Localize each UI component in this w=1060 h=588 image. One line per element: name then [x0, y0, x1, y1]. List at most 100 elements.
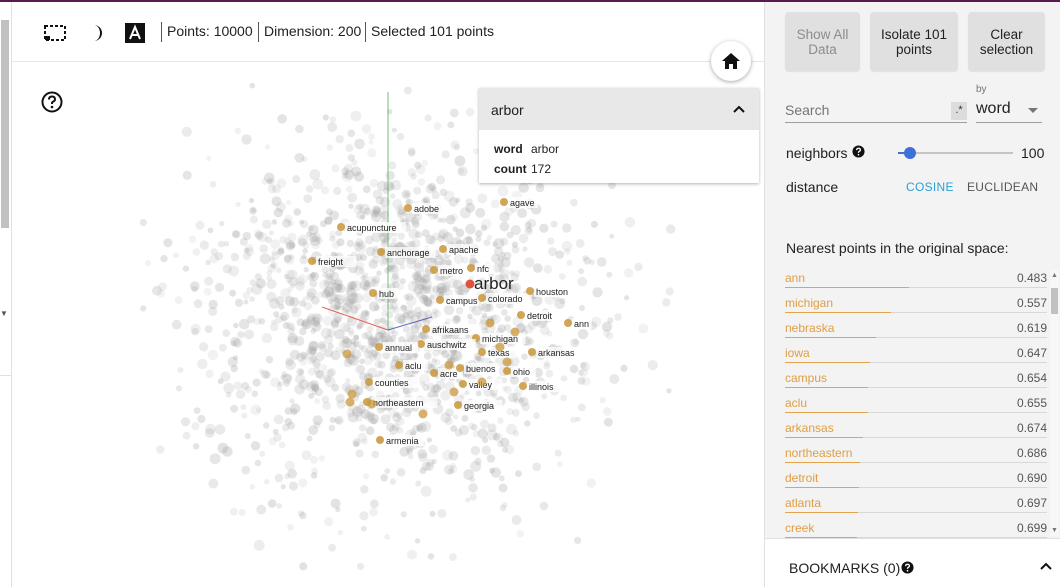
bookmarks-help-icon[interactable]	[901, 561, 914, 574]
neighbor-point[interactable]	[528, 348, 536, 356]
neighbor-point[interactable]	[342, 349, 352, 359]
nearest-point-row[interactable]: nebraska 0.619	[785, 317, 1047, 342]
isolate-points-button[interactable]: Isolate 101 points	[870, 12, 958, 71]
search-input[interactable]	[785, 102, 935, 118]
neighbor-point[interactable]	[365, 378, 373, 386]
selection-box-icon[interactable]	[43, 22, 67, 44]
point-label-background	[385, 247, 436, 258]
neighbor-point[interactable]	[347, 389, 357, 399]
scroll-down-arrow-icon[interactable]: ▼	[1051, 527, 1058, 534]
point-label-background	[486, 347, 516, 358]
neighbor-point[interactable]	[495, 342, 505, 352]
nearest-point-distance: 0.690	[1016, 471, 1047, 485]
neighbor-point[interactable]	[422, 325, 430, 333]
nearest-point-row[interactable]: aclu 0.655	[785, 392, 1047, 417]
chevron-up-icon[interactable]	[731, 102, 747, 116]
selected-point[interactable]	[465, 279, 475, 289]
neighbor-point[interactable]	[502, 357, 512, 367]
nearest-point-row[interactable]: creek 0.699	[785, 517, 1047, 542]
neighbor-point[interactable]	[430, 369, 438, 377]
neighbor-point[interactable]	[519, 382, 527, 390]
cosine-option[interactable]: COSINE	[906, 180, 954, 194]
point-label: texas	[488, 348, 510, 358]
neighbor-point[interactable]	[439, 245, 447, 253]
scroll-down-arrow-icon[interactable]: ▼	[0, 309, 8, 318]
regex-toggle-button[interactable]: .*	[951, 102, 967, 120]
metadata-card-header[interactable]: arbor	[479, 88, 759, 130]
metadata-key: word	[494, 142, 523, 156]
nearest-point-distance: 0.697	[1016, 496, 1047, 510]
neighbor-point[interactable]	[418, 409, 428, 419]
euclidean-option[interactable]: EUCLIDEAN	[967, 180, 1039, 194]
nearest-point-row[interactable]: michigan 0.557	[785, 292, 1047, 317]
neighbor-point[interactable]	[337, 223, 345, 231]
show-all-data-button[interactable]: Show All Data	[785, 12, 860, 71]
neighbor-point[interactable]	[417, 340, 425, 348]
scroll-up-arrow-icon[interactable]: ▲	[1051, 272, 1058, 279]
search-by-select[interactable]: word	[976, 100, 1042, 123]
point-label: detroit	[527, 311, 553, 321]
neighbor-point[interactable]	[478, 294, 486, 302]
point-label: nfc	[477, 264, 490, 274]
row-divider	[785, 387, 1047, 388]
night-mode-icon[interactable]	[84, 22, 108, 44]
neighbor-point[interactable]	[395, 361, 403, 369]
neighbor-point[interactable]	[369, 289, 377, 297]
point-label: ohio	[513, 367, 530, 377]
neighbor-point[interactable]	[454, 401, 462, 409]
nearest-point-row[interactable]: arkansas 0.674	[785, 417, 1047, 442]
row-divider	[785, 287, 1047, 288]
similarity-bar	[785, 387, 868, 388]
neighbor-point[interactable]	[459, 380, 467, 388]
neighbor-point[interactable]	[526, 287, 534, 295]
help-icon[interactable]	[41, 91, 63, 113]
neighbor-point[interactable]	[430, 266, 438, 274]
neighbor-point[interactable]	[367, 399, 377, 409]
neighbor-point[interactable]	[375, 343, 383, 351]
nearest-list-scrollbar[interactable]: ▲ ▼	[1050, 270, 1059, 536]
neighbor-point[interactable]	[449, 387, 459, 397]
point-label-background	[511, 366, 536, 377]
neighbors-slider[interactable]	[898, 147, 1013, 159]
neighbor-point[interactable]	[308, 257, 316, 265]
chevron-up-icon[interactable]	[1039, 561, 1053, 571]
search-by-label: by	[976, 84, 987, 95]
neighbor-point[interactable]	[510, 327, 520, 337]
neighbor-point[interactable]	[345, 397, 355, 407]
label-toggle-icon[interactable]	[123, 22, 147, 44]
neighbor-point[interactable]	[444, 360, 454, 370]
point-label: hub	[379, 289, 394, 299]
nearest-point-row[interactable]: atlanta 0.697	[785, 492, 1047, 517]
point-label-background	[412, 203, 442, 214]
nearest-point-row[interactable]: detroit 0.690	[785, 467, 1047, 492]
neighbor-point[interactable]	[456, 364, 464, 372]
neighbor-point[interactable]	[404, 204, 412, 212]
nearest-point-row[interactable]: ann 0.483	[785, 267, 1047, 292]
nearest-list-scrollbar-thumb[interactable]	[1051, 288, 1058, 314]
neighbor-point[interactable]	[377, 248, 385, 256]
point-label-background	[373, 377, 419, 388]
nearest-point-row[interactable]: northeastern 0.686	[785, 442, 1047, 467]
neighbor-point[interactable]	[500, 198, 508, 206]
neighbor-point[interactable]	[467, 264, 475, 272]
slider-thumb[interactable]	[903, 147, 916, 159]
nearest-point-row[interactable]: iowa 0.647	[785, 342, 1047, 367]
neighbor-point[interactable]	[485, 318, 495, 328]
neighbor-point[interactable]	[436, 296, 444, 304]
neighbor-points[interactable]: agave adobe acupuncture anchorage apache frei…	[308, 197, 592, 446]
neighbor-point[interactable]	[478, 348, 486, 356]
projection-scatter-plot[interactable]: agave adobe acupuncture anchorage apache frei…	[12, 62, 764, 587]
point-label-background	[464, 363, 500, 374]
neighbor-point[interactable]	[564, 319, 572, 327]
neighbor-point[interactable]	[477, 377, 487, 387]
neighbors-help-icon[interactable]	[852, 145, 865, 158]
neighbor-point[interactable]	[503, 367, 511, 375]
clear-selection-button[interactable]: Clear selection	[968, 12, 1045, 71]
toolbar-separator	[258, 22, 259, 42]
neighbor-point[interactable]	[376, 436, 384, 444]
bookmarks-title[interactable]: BOOKMARKS (0)	[789, 560, 901, 576]
reset-view-button[interactable]	[711, 41, 751, 81]
neighbor-point[interactable]	[517, 311, 525, 319]
nearest-point-row[interactable]: campus 0.654	[785, 367, 1047, 392]
left-scrollbar-thumb[interactable]	[1, 20, 9, 228]
